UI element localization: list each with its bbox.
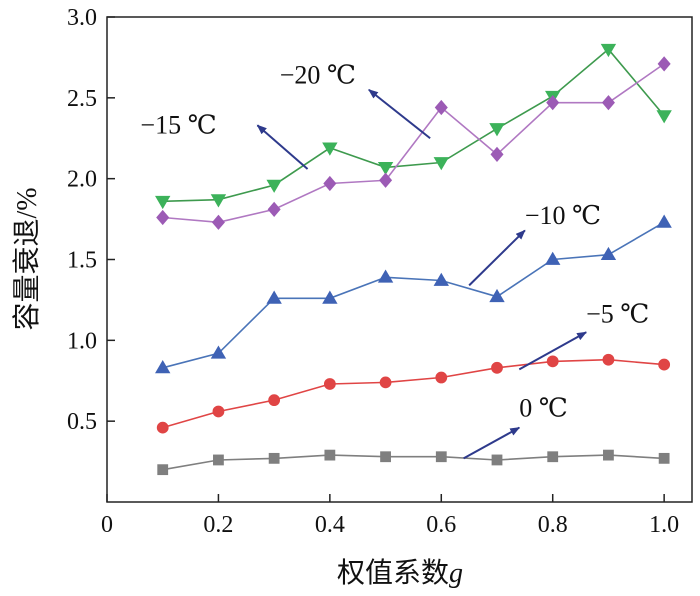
data-point (489, 288, 505, 303)
series-0c (157, 449, 670, 476)
series-line (162, 48, 665, 203)
data-point (545, 251, 561, 265)
data-point (155, 360, 171, 374)
data-point (601, 95, 615, 111)
y-axis-ticks: 0.5 1.0 1.5 2.0 2.5 3.0 (67, 5, 115, 435)
y-tick-label: 2.0 (67, 167, 97, 193)
y-tick-label: 1.0 (67, 328, 97, 354)
series-15c (155, 43, 672, 210)
series-line (162, 454, 665, 471)
series-layer (155, 43, 672, 476)
data-point (434, 99, 448, 116)
data-point (322, 290, 338, 304)
x-tick-label: 1.0 (649, 512, 679, 538)
x-axis-title-main: 权值系数 (337, 557, 449, 589)
data-point (380, 451, 391, 463)
annotation-15c: −15 ℃ (140, 110, 309, 170)
data-point (213, 454, 224, 466)
y-axis-title: 容量衰退/% (11, 187, 43, 330)
data-point (323, 175, 337, 192)
data-point (491, 361, 503, 374)
series-20c (156, 56, 671, 230)
data-point (267, 201, 281, 217)
data-point (156, 209, 170, 226)
data-point (547, 451, 559, 463)
data-point (489, 123, 505, 137)
x-axis-title: 权值系数g (337, 557, 463, 589)
data-point (211, 214, 225, 230)
x-tick-label: 0.6 (426, 512, 456, 538)
annotation-20c: −20 ℃ (280, 60, 431, 140)
data-point (600, 43, 617, 58)
annotation-arrow (368, 88, 431, 140)
y-tick-label: 1.5 (67, 248, 97, 274)
annotation-layer: 0 ℃ −5 ℃ −10 ℃ −15 ℃ −20 ℃ (140, 60, 649, 460)
data-point (657, 56, 671, 72)
data-point (546, 95, 560, 111)
data-point (266, 179, 282, 193)
annotation-0c: 0 ℃ (463, 393, 568, 460)
series-10c (155, 214, 672, 374)
data-point (433, 272, 449, 286)
series-label: −15 ℃ (140, 110, 216, 139)
annotation-10c: −10 ℃ (468, 201, 601, 287)
data-point (602, 353, 615, 366)
x-tick-label: 0.2 (203, 512, 233, 538)
data-point (212, 405, 225, 418)
data-point (656, 110, 672, 124)
x-axis-ticks: 0 0.2 0.4 0.6 0.8 1.0 (101, 494, 679, 538)
data-point (491, 454, 503, 466)
series-label: 0 ℃ (519, 393, 568, 422)
data-point (377, 269, 394, 283)
y-tick-label: 2.5 (67, 86, 97, 112)
annotation-arrow (256, 124, 309, 170)
y-tick-label: 3.0 (67, 5, 97, 31)
series-label: −5 ℃ (586, 300, 649, 329)
data-point (435, 371, 448, 384)
annotation-5c: −5 ℃ (518, 300, 649, 371)
data-point (210, 194, 227, 208)
series-label: −10 ℃ (525, 201, 601, 230)
data-point (658, 452, 670, 464)
series-line (162, 221, 665, 369)
series-line (162, 358, 665, 429)
data-point (600, 246, 617, 261)
data-point (546, 355, 559, 368)
series-label: −20 ℃ (280, 60, 356, 89)
annotation-arrow (518, 331, 588, 371)
data-point (210, 345, 227, 359)
data-point (157, 464, 169, 476)
data-point (266, 290, 282, 304)
data-point (656, 214, 672, 228)
annotation-arrow (463, 426, 521, 460)
data-point (323, 378, 336, 390)
x-tick-label: 0.4 (315, 512, 345, 538)
data-point (324, 449, 336, 461)
data-point (156, 421, 169, 434)
annotation-arrow (468, 229, 526, 287)
x-tick-label: 0.8 (538, 512, 568, 538)
x-tick-label: 0 (101, 512, 113, 538)
data-point (433, 157, 449, 171)
data-point (155, 195, 171, 210)
data-point (603, 449, 614, 461)
data-point (490, 146, 504, 163)
data-point (377, 161, 394, 176)
data-point (435, 451, 447, 463)
data-point (658, 358, 671, 371)
data-point (322, 142, 338, 156)
data-point (268, 452, 280, 464)
data-point (379, 172, 393, 188)
series-5c (156, 353, 671, 434)
data-point (379, 376, 392, 389)
series-line (162, 63, 665, 224)
x-axis-title-variable: g (449, 558, 463, 589)
y-tick-label: 0.5 (67, 409, 97, 435)
data-point (268, 394, 281, 407)
